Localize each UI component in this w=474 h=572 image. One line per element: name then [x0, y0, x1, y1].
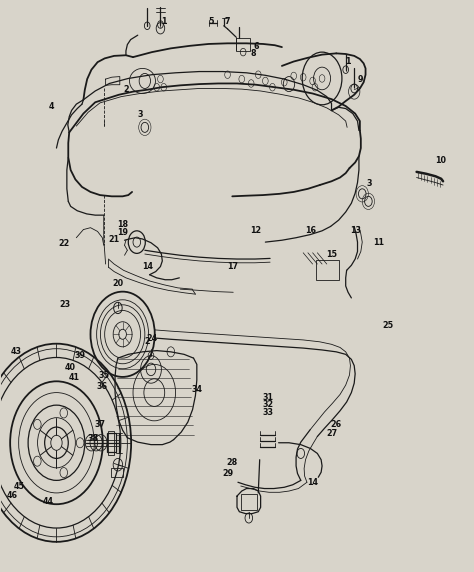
- Text: 29: 29: [222, 468, 233, 478]
- Text: 10: 10: [435, 156, 446, 165]
- Text: 40: 40: [65, 363, 76, 372]
- Text: 36: 36: [97, 383, 108, 391]
- Text: 27: 27: [326, 429, 337, 438]
- Text: 28: 28: [227, 458, 238, 467]
- Text: 9: 9: [357, 75, 363, 84]
- Text: 13: 13: [351, 225, 362, 235]
- Text: 11: 11: [374, 238, 384, 247]
- Text: 1: 1: [161, 17, 166, 26]
- Text: 19: 19: [117, 228, 128, 237]
- Bar: [107, 434, 116, 452]
- Text: 43: 43: [10, 347, 21, 356]
- Text: 17: 17: [227, 261, 238, 271]
- Text: 31: 31: [262, 393, 273, 402]
- Text: 3: 3: [137, 110, 143, 120]
- Text: 1: 1: [346, 57, 351, 66]
- Bar: [111, 468, 123, 477]
- Text: 38: 38: [87, 434, 99, 443]
- Text: 14: 14: [307, 478, 318, 487]
- Text: 12: 12: [250, 225, 262, 235]
- Text: 18: 18: [117, 220, 128, 229]
- Text: 8: 8: [251, 49, 256, 58]
- Text: 41: 41: [68, 373, 80, 382]
- Text: 7: 7: [225, 17, 230, 26]
- Text: 45: 45: [14, 482, 25, 491]
- Text: 22: 22: [59, 239, 70, 248]
- Text: 25: 25: [383, 321, 394, 331]
- Bar: [317, 260, 339, 280]
- Bar: [236, 38, 250, 51]
- Text: 35: 35: [98, 371, 109, 380]
- Bar: [241, 494, 257, 510]
- Text: 21: 21: [109, 235, 119, 244]
- Text: 24: 24: [146, 334, 157, 343]
- Text: 20: 20: [112, 279, 123, 288]
- Text: 32: 32: [262, 400, 273, 409]
- Text: 2: 2: [145, 337, 150, 346]
- Text: 23: 23: [59, 300, 70, 309]
- Bar: [109, 431, 114, 455]
- Text: 37: 37: [94, 420, 105, 428]
- Text: 39: 39: [74, 351, 86, 360]
- Text: 46: 46: [7, 491, 18, 500]
- Text: 44: 44: [43, 497, 54, 506]
- Text: 14: 14: [142, 261, 153, 271]
- Text: 6: 6: [253, 42, 259, 51]
- Text: 15: 15: [326, 250, 337, 259]
- Text: 34: 34: [191, 386, 202, 394]
- Text: 5: 5: [208, 17, 214, 26]
- Text: 4: 4: [49, 102, 55, 111]
- Text: 26: 26: [331, 420, 342, 428]
- Text: 2: 2: [123, 85, 129, 94]
- Text: 3: 3: [366, 179, 372, 188]
- Text: 16: 16: [305, 225, 316, 235]
- Text: 33: 33: [262, 408, 273, 417]
